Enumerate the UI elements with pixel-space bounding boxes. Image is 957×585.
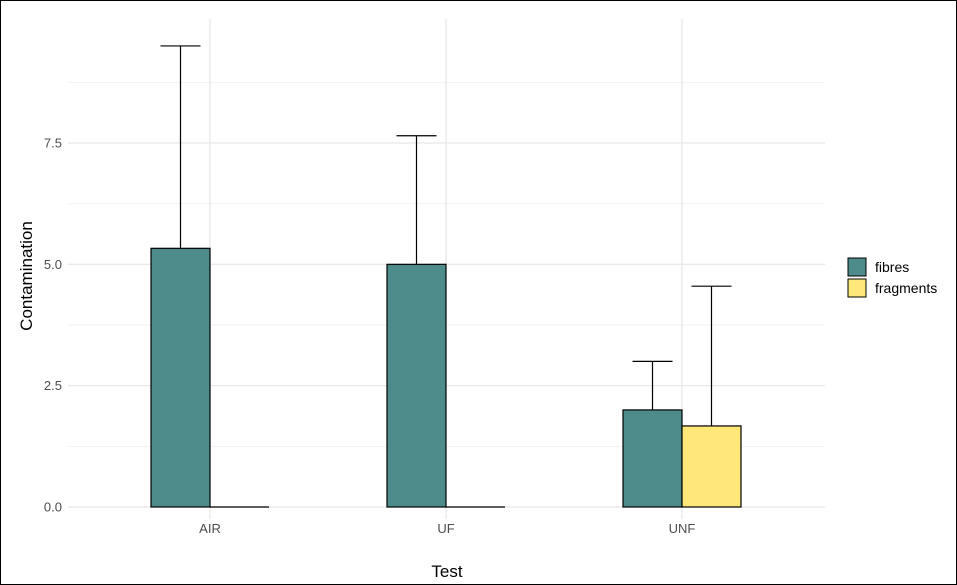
legend-swatch bbox=[847, 257, 867, 277]
y-axis-ticks: 0.0 2.5 5.0 7.5 bbox=[44, 136, 62, 515]
legend-label: fragments bbox=[875, 280, 937, 296]
x-axis-title: Test bbox=[431, 562, 462, 581]
error-bar-fibres-UF bbox=[396, 135, 437, 265]
x-tick-label: UF bbox=[437, 521, 454, 536]
bars-layer bbox=[150, 247, 742, 508]
legend-label: fibres bbox=[875, 259, 909, 275]
error-bar-fibres-UNF bbox=[632, 360, 673, 410]
y-tick-label: 2.5 bbox=[44, 378, 62, 393]
bar-fragments-UNF bbox=[681, 425, 742, 508]
x-axis-ticks: AIR UF UNF bbox=[199, 521, 695, 536]
legend-item-fragments: fragments bbox=[847, 278, 937, 298]
x-tick-label: UNF bbox=[669, 521, 696, 536]
y-axis-title: Contamination bbox=[17, 221, 36, 331]
y-tick-label: 7.5 bbox=[44, 136, 62, 151]
bar-fibres-UNF bbox=[622, 409, 683, 508]
bar-fibres-AIR bbox=[150, 247, 211, 508]
error-bar-fragments-UNF bbox=[691, 285, 732, 426]
legend-item-fibres: fibres bbox=[847, 257, 909, 277]
error-bar-fibres-AIR bbox=[160, 45, 201, 249]
x-tick-label: AIR bbox=[199, 521, 221, 536]
y-tick-label: 5.0 bbox=[44, 257, 62, 272]
legend: fibres fragments bbox=[847, 257, 937, 298]
bar-fibres-UF bbox=[386, 263, 447, 508]
errorbar-layer bbox=[160, 45, 732, 426]
legend-swatch bbox=[847, 278, 867, 298]
y-tick-label: 0.0 bbox=[44, 500, 62, 515]
